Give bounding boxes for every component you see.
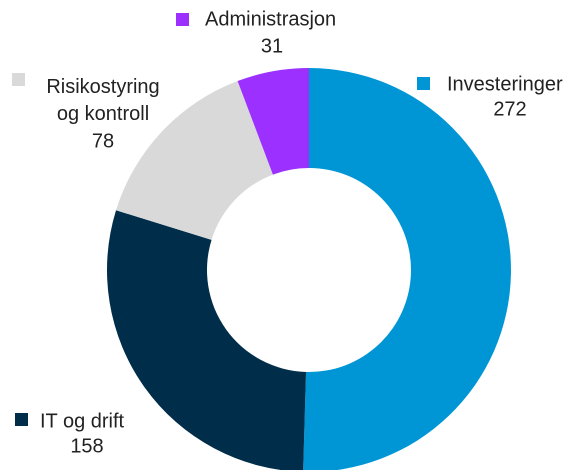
legend-swatch bbox=[15, 413, 28, 426]
category-label: Administrasjon bbox=[205, 8, 336, 30]
value-label: 158 bbox=[70, 435, 103, 457]
legend-swatch bbox=[176, 13, 189, 26]
category-label: Risikostyring og kontroll bbox=[46, 76, 159, 125]
donut-segment bbox=[107, 210, 307, 470]
value-label: 272 bbox=[493, 98, 526, 120]
legend-swatch bbox=[12, 73, 25, 86]
donut-segment bbox=[116, 81, 273, 240]
donut-segment bbox=[303, 68, 511, 470]
value-label: 31 bbox=[261, 35, 283, 57]
donut-segment bbox=[237, 68, 309, 175]
legend-swatch bbox=[417, 77, 430, 90]
category-label: Investeringer bbox=[447, 73, 563, 95]
category-label: IT og drift bbox=[40, 410, 125, 432]
value-label: 78 bbox=[92, 130, 114, 152]
